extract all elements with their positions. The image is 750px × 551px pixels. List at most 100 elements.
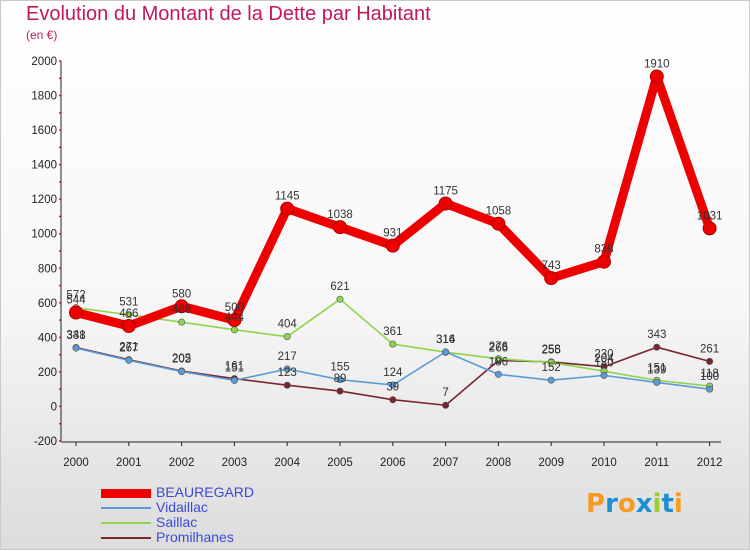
data-point-beauregard — [544, 271, 559, 286]
x-tick-label: 2000 — [63, 457, 89, 469]
data-point-beauregard — [702, 221, 717, 236]
data-point-beauregard — [385, 238, 400, 253]
data-point-saillac — [547, 358, 555, 366]
legend-item: BEAUREGARD — [101, 484, 321, 500]
data-label-vidaillac: 139 — [647, 364, 666, 376]
data-label-beauregard: 1038 — [327, 209, 353, 221]
data-label-saillac: 404 — [278, 319, 298, 331]
legend-label: Vidaillac — [156, 499, 208, 515]
x-tick-label: 2005 — [327, 457, 353, 469]
data-point-saillac — [336, 295, 344, 303]
data-point-beauregard — [69, 305, 83, 320]
data-label-beauregard: 500 — [225, 302, 244, 314]
data-label-promilhanes: 271 — [119, 342, 138, 354]
x-tick-label: 2003 — [222, 457, 248, 469]
x-tick-label: 2011 — [644, 457, 669, 469]
data-point-saillac — [389, 340, 397, 348]
logo-letter: x — [635, 489, 653, 519]
data-point-vidaillac — [389, 381, 397, 389]
x-tick-label: 2012 — [697, 457, 723, 469]
data-point-promilhanes — [283, 381, 291, 389]
data-label-promilhanes: 123 — [278, 367, 297, 379]
data-label-beauregard: 743 — [542, 260, 561, 272]
data-label-promilhanes: 258 — [542, 344, 561, 356]
data-label-vidaillac: 267 — [119, 342, 138, 354]
data-point-vidaillac — [125, 356, 133, 364]
x-tick-label: 2010 — [591, 457, 617, 469]
data-point-beauregard — [333, 220, 347, 235]
data-label-vidaillac: 124 — [383, 367, 403, 379]
data-point-promilhanes — [389, 396, 397, 404]
data-label-promilhanes: 7 — [442, 387, 448, 399]
legend-item: Promilhanes — [101, 529, 321, 545]
data-point-vidaillac — [600, 371, 608, 379]
data-point-vidaillac — [706, 385, 714, 393]
data-label-saillac: 621 — [330, 281, 349, 293]
data-point-vidaillac — [230, 376, 238, 384]
data-label-beauregard: 466 — [119, 308, 138, 320]
logo-letter: i — [652, 489, 662, 519]
data-label-promilhanes: 266 — [489, 343, 508, 355]
data-label-beauregard: 1058 — [486, 206, 512, 218]
data-point-promilhanes — [653, 343, 661, 351]
data-label-saillac: 151 — [647, 362, 666, 374]
data-label-promilhanes: 261 — [700, 343, 719, 355]
chart-title: Evolution du Montant de la Dette par Hab… — [26, 3, 431, 25]
chart-legend: BEAUREGARD Vidaillac Saillac Promilhanes — [101, 484, 321, 545]
data-point-beauregard — [597, 254, 611, 269]
data-label-vidaillac: 151 — [225, 362, 244, 374]
data-label-saillac: 314 — [436, 334, 456, 346]
x-tick-label: 2004 — [274, 457, 300, 469]
logo-letter: P — [586, 489, 606, 519]
data-label-saillac: 444 — [225, 312, 245, 324]
legend-swatch — [101, 489, 151, 498]
data-point-vidaillac — [283, 365, 291, 373]
data-label-beauregard: 544 — [66, 294, 86, 306]
data-label-saillac: 361 — [383, 326, 402, 338]
data-point-beauregard — [227, 313, 242, 328]
y-tick-label: 400 — [38, 332, 57, 344]
data-label-promilhanes: 230 — [594, 349, 613, 361]
data-point-beauregard — [438, 196, 453, 211]
data-point-saillac — [125, 311, 133, 319]
data-label-beauregard: 1031 — [697, 210, 723, 222]
data-point-beauregard — [491, 216, 506, 231]
y-tick-label: 0 — [51, 401, 57, 413]
legend-label: Saillac — [156, 514, 198, 530]
proxiti-logo: Proxiti — [586, 489, 683, 519]
data-label-vidaillac: 155 — [330, 362, 349, 374]
logo-letter: t — [661, 489, 674, 519]
y-tick-label: 1600 — [31, 125, 57, 137]
data-label-vidaillac: 186 — [489, 356, 508, 368]
logo-letter: i — [673, 489, 683, 519]
data-label-promilhanes: 89 — [334, 373, 347, 385]
x-tick-label: 2009 — [538, 457, 564, 469]
legend-swatch — [101, 507, 151, 509]
data-point-vidaillac — [336, 376, 344, 384]
data-label-promilhanes: 341 — [66, 330, 85, 342]
data-label-vidaillac: 217 — [278, 351, 297, 363]
data-label-vidaillac: 100 — [700, 371, 719, 383]
data-label-saillac: 276 — [489, 341, 508, 353]
legend-swatch — [101, 537, 151, 539]
data-label-promilhanes: 161 — [225, 361, 244, 373]
data-label-beauregard: 838 — [594, 244, 613, 256]
legend-swatch — [101, 522, 151, 524]
legend-label: Promilhanes — [156, 529, 234, 545]
data-label-saillac: 204 — [594, 353, 614, 365]
legend-label: BEAUREGARD — [156, 484, 255, 500]
data-point-vidaillac — [653, 378, 661, 386]
y-tick-label: 1000 — [31, 229, 57, 241]
legend-item: Saillac — [101, 514, 321, 530]
data-label-saillac: 255 — [542, 344, 561, 356]
data-point-promilhanes — [706, 357, 714, 365]
data-point-saillac — [230, 326, 238, 334]
x-tick-label: 2006 — [380, 457, 406, 469]
y-tick-label: 2000 — [31, 56, 57, 68]
data-point-vidaillac — [72, 344, 80, 352]
y-tick-label: 200 — [38, 367, 57, 379]
data-label-vidaillac: 316 — [436, 334, 455, 346]
data-point-vidaillac — [442, 348, 450, 356]
